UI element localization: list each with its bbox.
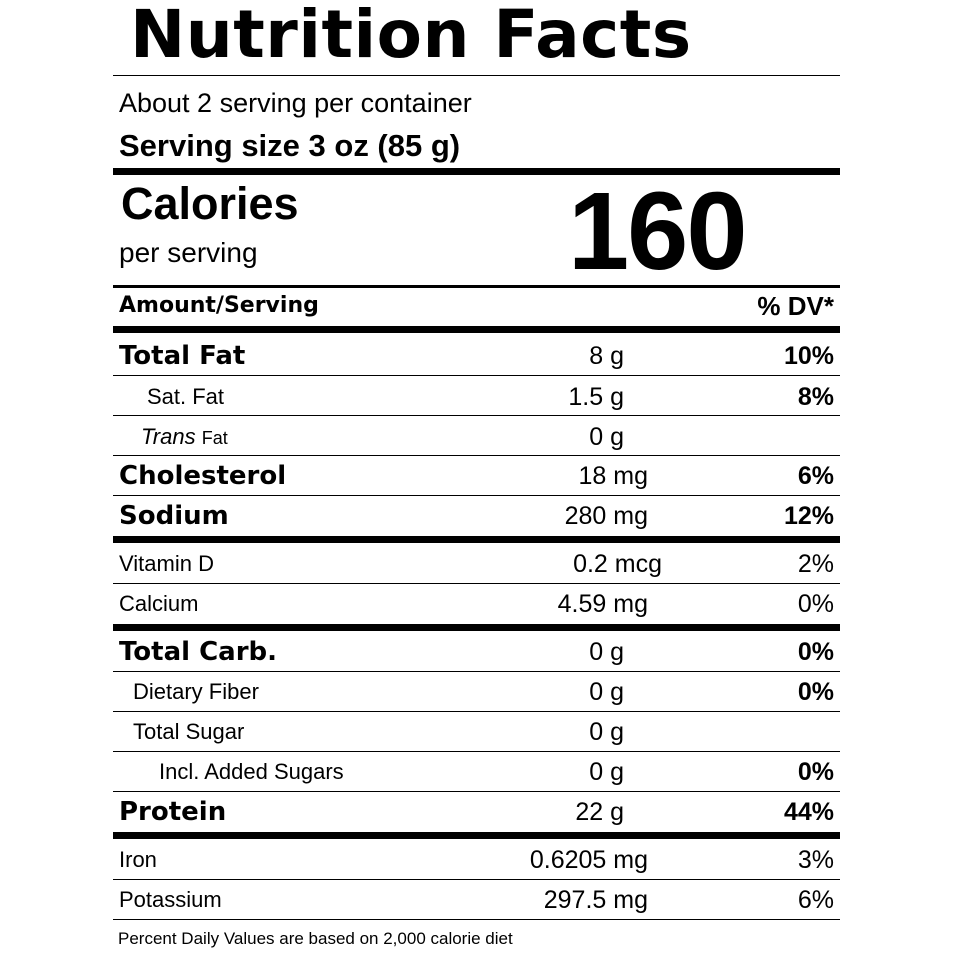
divider-thick <box>113 326 840 333</box>
nutrient-row-dietary-fiber: Dietary Fiber 0 g 0% <box>113 672 840 712</box>
nutrient-dv: 0% <box>797 590 834 618</box>
amount-serving-header: Amount/Serving <box>119 293 319 318</box>
label-title: Nutrition Facts <box>130 0 692 73</box>
nutrient-dv: 0% <box>797 678 834 706</box>
daily-value-header: % DV* <box>757 291 834 321</box>
nutrient-amount: 4.59 mg <box>557 590 648 618</box>
nutrient-name: Sodium <box>119 501 229 531</box>
nutrient-amount: 297.5 mg <box>543 886 648 914</box>
nutrient-row-calcium: Calcium 4.59 mg 0% <box>113 584 840 624</box>
nutrient-amount: 0 g <box>589 758 624 786</box>
footnote: Percent Daily Values are based on 2,000 … <box>118 929 513 948</box>
servings-per-container: About 2 serving per container <box>119 88 472 118</box>
nutrient-amount: 280 mg <box>564 502 648 530</box>
nutrient-dv: 0% <box>797 638 834 666</box>
divider <box>113 415 840 416</box>
nutrient-name: Vitamin D <box>119 551 214 576</box>
nutrient-dv: 3% <box>797 846 834 874</box>
nutrient-row-iron: Iron 0.6205 mg 3% <box>113 840 840 880</box>
nutrient-name: Potassium <box>119 887 222 912</box>
nutrient-name: Trans Fat <box>141 417 228 458</box>
nutrient-amount: 0 g <box>589 423 624 451</box>
nutrient-row-total-fat: Total Fat 8 g 10% <box>113 336 840 376</box>
divider-thick <box>113 832 840 839</box>
nutrient-dv: 6% <box>797 462 834 490</box>
calories-label: Calories <box>121 178 299 229</box>
nutrient-name: Sat. Fat <box>147 384 225 409</box>
divider-thick <box>113 624 840 631</box>
nutrient-amount: 0 g <box>589 678 624 706</box>
nutrient-row-cholesterol: Cholesterol 18 mg 6% <box>113 456 840 496</box>
divider <box>113 495 840 496</box>
nutrient-dv: 0% <box>797 758 834 786</box>
nutrient-name: Cholesterol <box>119 461 287 491</box>
nutrient-amount: 0 g <box>589 718 624 746</box>
calories-per-serving: per serving <box>119 237 258 268</box>
nutrient-name: Total Carb. <box>119 637 278 667</box>
nutrient-dv: 10% <box>783 342 834 370</box>
trans-label: Trans <box>141 424 196 449</box>
divider <box>113 919 840 920</box>
nutrient-amount: 22 g <box>575 798 624 826</box>
nutrient-row-sodium: Sodium 280 mg 12% <box>113 496 840 536</box>
nutrient-name: Dietary Fiber <box>133 679 259 704</box>
nutrient-dv: 2% <box>797 550 834 578</box>
divider-thick <box>113 536 840 543</box>
serving-size: Serving size 3 oz (85 g) <box>119 128 461 163</box>
divider <box>113 583 840 584</box>
nutrient-row-trans-fat: Trans Fat 0 g <box>113 417 840 457</box>
nutrient-row-potassium: Potassium 297.5 mg 6% <box>113 880 840 920</box>
nutrient-row-added-sugars: Incl. Added Sugars 0 g 0% <box>113 752 840 792</box>
nutrient-name: Calcium <box>119 591 199 616</box>
divider <box>113 285 840 288</box>
nutrient-name: Total Sugar <box>133 719 245 744</box>
divider <box>113 671 840 672</box>
nutrient-amount: 0.6205 mg <box>529 846 648 874</box>
fat-label: Fat <box>201 428 228 448</box>
nutrient-name: Iron <box>119 847 157 872</box>
nutrient-dv: 44% <box>783 798 834 826</box>
divider-thick <box>113 168 840 175</box>
nutrient-dv: 12% <box>783 502 834 530</box>
nutrient-dv: 6% <box>797 886 834 914</box>
nutrient-row-sat-fat: Sat. Fat 1.5 g 8% <box>113 377 840 417</box>
nutrient-row-protein: Protein 22 g 44% <box>113 792 840 832</box>
nutrient-name: Protein <box>119 797 227 827</box>
nutrient-name: Total Fat <box>119 341 246 371</box>
divider <box>113 791 840 792</box>
nutrient-row-total-carb: Total Carb. 0 g 0% <box>113 632 840 672</box>
divider <box>113 711 840 712</box>
nutrient-row-total-sugar: Total Sugar 0 g <box>113 712 840 752</box>
divider <box>113 75 840 76</box>
divider <box>113 879 840 880</box>
nutrient-dv: 8% <box>797 383 834 411</box>
nutrition-label: Nutrition Facts About 2 serving per cont… <box>113 0 840 953</box>
nutrient-amount: 8 g <box>589 342 624 370</box>
divider <box>113 455 840 456</box>
nutrient-amount: 0 g <box>589 638 624 666</box>
calories-value: 160 <box>568 170 748 293</box>
nutrient-row-vitamin-d: Vitamin D 0.2 mcg 2% <box>113 544 840 584</box>
nutrient-name: Incl. Added Sugars <box>159 759 344 784</box>
divider <box>113 751 840 752</box>
nutrient-amount: 0.2 mcg <box>573 550 662 578</box>
nutrient-amount: 1.5 g <box>568 383 624 411</box>
nutrient-amount: 18 mg <box>578 462 648 490</box>
divider <box>113 375 840 376</box>
